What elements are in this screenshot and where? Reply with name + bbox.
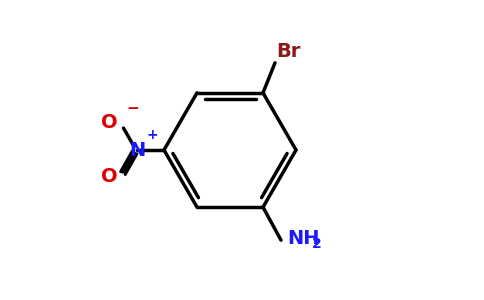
Text: 2: 2 [312,237,321,251]
Text: O: O [101,113,118,133]
Text: NH: NH [287,229,319,248]
Text: N: N [129,140,145,160]
Text: −: − [126,101,138,116]
Text: Br: Br [276,42,301,61]
Text: +: + [147,128,158,142]
Text: O: O [101,167,118,187]
